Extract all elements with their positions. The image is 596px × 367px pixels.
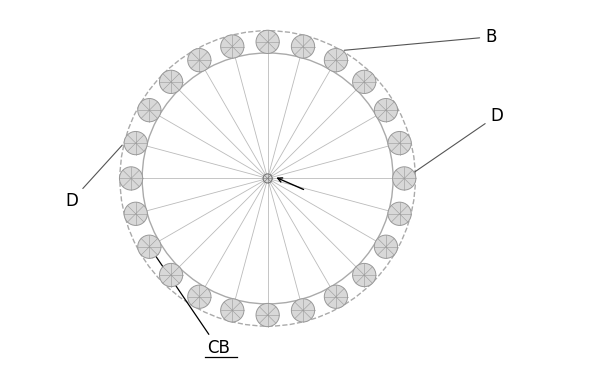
Circle shape	[291, 299, 315, 322]
Circle shape	[160, 264, 183, 287]
Circle shape	[291, 35, 315, 58]
Circle shape	[138, 98, 161, 122]
Circle shape	[393, 167, 416, 190]
Circle shape	[160, 70, 183, 94]
Text: D: D	[66, 145, 122, 210]
Circle shape	[221, 299, 244, 322]
Circle shape	[256, 30, 280, 54]
Circle shape	[188, 48, 211, 72]
Circle shape	[119, 167, 142, 190]
Circle shape	[353, 264, 376, 287]
Circle shape	[263, 174, 272, 183]
Circle shape	[353, 70, 376, 94]
Circle shape	[374, 235, 398, 258]
Text: CB: CB	[152, 250, 230, 357]
Circle shape	[188, 285, 211, 308]
Circle shape	[388, 131, 411, 155]
Text: D: D	[408, 107, 503, 177]
Circle shape	[324, 48, 347, 72]
Circle shape	[124, 131, 147, 155]
Circle shape	[221, 35, 244, 58]
Circle shape	[124, 202, 147, 225]
Text: B: B	[344, 28, 496, 50]
Circle shape	[374, 98, 398, 122]
Circle shape	[138, 235, 161, 258]
Circle shape	[388, 202, 411, 225]
Circle shape	[256, 304, 280, 327]
Circle shape	[324, 285, 347, 308]
